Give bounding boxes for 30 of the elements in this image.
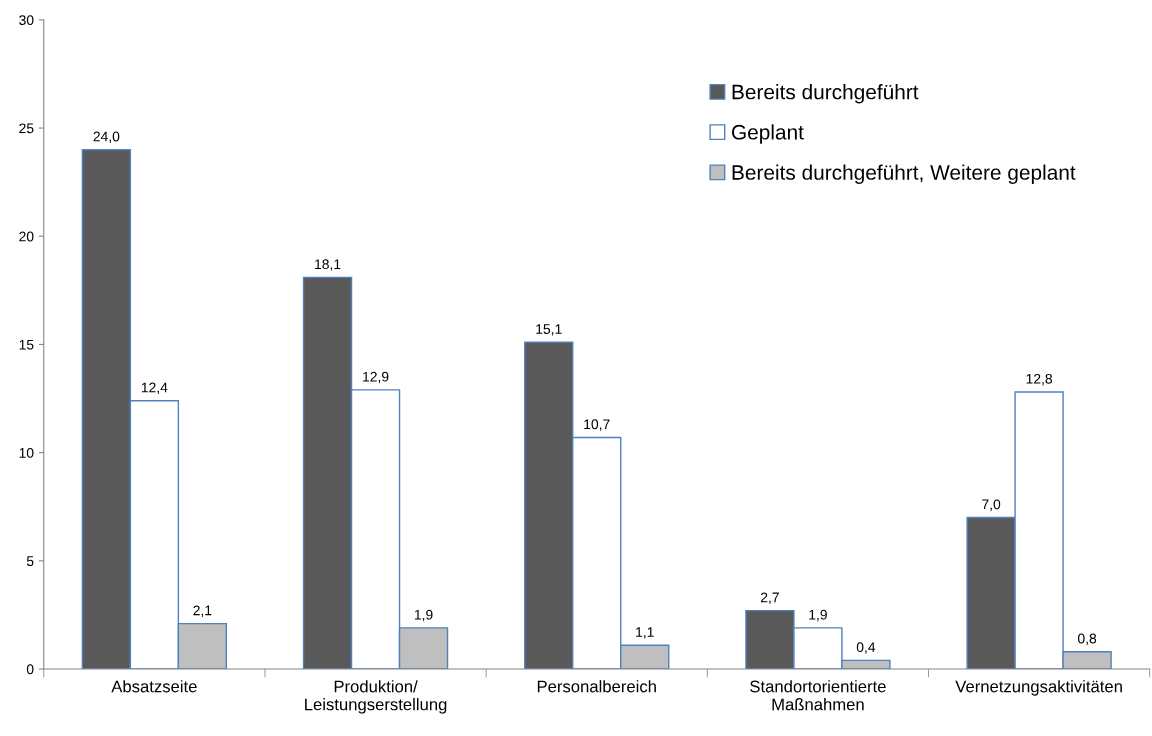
data-label: 12,9 <box>363 371 389 384</box>
data-label: 2,1 <box>193 605 212 617</box>
data-label: 12,4 <box>141 382 168 395</box>
data-label: 1,1 <box>636 627 654 639</box>
y-tick-label: 30 <box>19 15 34 26</box>
y-tick-label: 5 <box>26 556 34 566</box>
data-label: 15,1 <box>536 324 562 336</box>
y-tick-label: 20 <box>19 231 34 242</box>
data-label: 1,9 <box>809 609 827 622</box>
y-tick-label: 25 <box>19 123 34 134</box>
data-label: 24,0 <box>93 131 120 144</box>
x-tick-label: Produktion/ Leistungserstellung <box>305 680 447 714</box>
data-label: 1,9 <box>414 609 433 622</box>
data-label: 0,8 <box>1077 633 1097 646</box>
data-label: 0,4 <box>856 642 876 654</box>
x-tick-label: Standortorientierte Maßnahmen <box>750 680 886 711</box>
y-tick-label: 0 <box>26 664 34 675</box>
legend-label: Geplant <box>731 124 804 144</box>
x-tick-label: Absatzseite <box>111 680 197 693</box>
y-tick-label: 15 <box>19 339 34 350</box>
legend-label: Bereits durchgeführt <box>732 84 919 104</box>
data-label: 12,8 <box>1026 373 1053 386</box>
data-label: 7,0 <box>982 499 1001 511</box>
data-label: 10,7 <box>584 419 610 431</box>
legend-label: Bereits durchgeführt, Weitere geplant <box>732 164 1076 184</box>
x-tick-label: Personalbereich <box>537 680 656 693</box>
data-label: 2,7 <box>760 592 779 604</box>
y-tick-label: 10 <box>19 447 34 458</box>
data-label: 18,1 <box>315 259 341 271</box>
x-tick-label: Vernetzungsaktivitäten <box>955 680 1122 696</box>
